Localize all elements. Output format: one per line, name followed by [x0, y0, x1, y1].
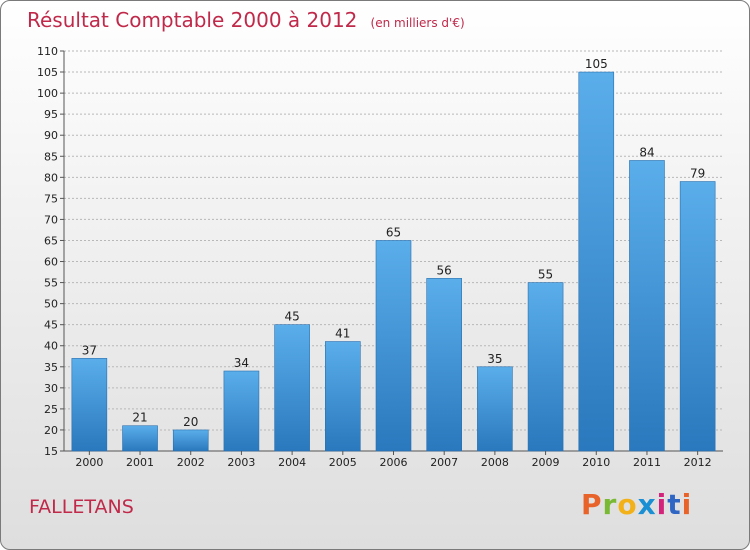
x-tick-label: 2003 — [227, 456, 255, 469]
logo-letter: i — [681, 488, 693, 521]
x-tick-label: 2002 — [177, 456, 205, 469]
y-tick-label: 15 — [44, 445, 58, 458]
y-tick-label: 105 — [37, 66, 58, 79]
bar-value-label: 105 — [585, 57, 608, 71]
bar-value-label: 84 — [639, 145, 654, 159]
y-tick-label: 85 — [44, 150, 58, 163]
bar-value-label: 45 — [284, 310, 299, 324]
x-tick-label: 2006 — [380, 456, 408, 469]
chart-subtitle: (en milliers d'€) — [370, 16, 465, 30]
bar-2006 — [375, 240, 412, 452]
chart-title: Résultat Comptable 2000 à 2012 — [27, 8, 358, 32]
bar-value-label: 55 — [538, 268, 553, 282]
bar-2002 — [172, 429, 209, 452]
y-tick-label: 60 — [44, 256, 58, 269]
x-tick-label: 2009 — [532, 456, 560, 469]
y-tick-label: 50 — [44, 298, 58, 311]
bar-2007 — [426, 278, 462, 452]
logo-letter: t — [667, 488, 682, 521]
bar-value-label: 65 — [386, 225, 401, 239]
x-tick-label: 2001 — [126, 456, 154, 469]
x-tick-label: 2011 — [633, 456, 661, 469]
bar-2011 — [629, 160, 665, 452]
y-tick-label: 70 — [44, 213, 58, 226]
bar-2010 — [578, 71, 615, 452]
y-tick-label: 65 — [44, 234, 58, 247]
bar-value-label: 79 — [690, 167, 705, 181]
bar-value-label: 21 — [132, 411, 147, 425]
y-tick-label: 45 — [44, 319, 58, 332]
x-tick-label: 2007 — [430, 456, 458, 469]
bar-2003 — [223, 370, 260, 452]
bar-value-label: 37 — [82, 343, 97, 357]
y-tick-label: 30 — [44, 382, 58, 395]
bar-value-label: 20 — [183, 415, 198, 429]
bar-value-label: 35 — [487, 352, 502, 366]
bar-2001 — [122, 425, 158, 452]
bar-value-label: 41 — [335, 327, 350, 341]
y-tick-label: 75 — [44, 192, 58, 205]
y-tick-label: 90 — [44, 129, 58, 142]
bar-2004 — [274, 324, 310, 452]
y-tick-label: 100 — [37, 87, 58, 100]
x-tick-label: 2004 — [278, 456, 306, 469]
y-tick-label: 35 — [44, 361, 58, 374]
bar-2008 — [477, 366, 513, 452]
y-tick-label: 20 — [44, 424, 58, 437]
x-tick-label: 2000 — [75, 456, 103, 469]
bar-2009 — [527, 282, 564, 452]
bar-2000 — [71, 358, 108, 452]
y-tick-label: 55 — [44, 277, 58, 290]
chart-title-block: Résultat Comptable 2000 à 2012 (en milli… — [27, 8, 465, 32]
logo-letter: o — [617, 488, 638, 521]
y-tick-label: 110 — [37, 45, 58, 58]
logo-letter: x — [637, 488, 657, 521]
x-tick-label: 2010 — [582, 456, 610, 469]
x-tick-label: 2012 — [684, 456, 712, 469]
y-tick-label: 40 — [44, 340, 58, 353]
city-name: FALLETANS — [29, 496, 134, 518]
logo-letter: r — [602, 488, 618, 521]
bar-value-label: 34 — [234, 356, 249, 370]
x-tick-label: 2008 — [481, 456, 509, 469]
proxiti-logo: Proxiti — [581, 488, 692, 521]
y-tick-label: 80 — [44, 171, 58, 184]
bar-2005 — [325, 341, 361, 452]
y-tick-label: 25 — [44, 403, 58, 416]
x-tick-label: 2005 — [329, 456, 357, 469]
logo-letter: P — [581, 488, 603, 521]
bar-2012 — [679, 181, 716, 452]
y-tick-label: 95 — [44, 108, 58, 121]
logo-letter: i — [656, 488, 668, 521]
bar-value-label: 56 — [437, 263, 452, 277]
